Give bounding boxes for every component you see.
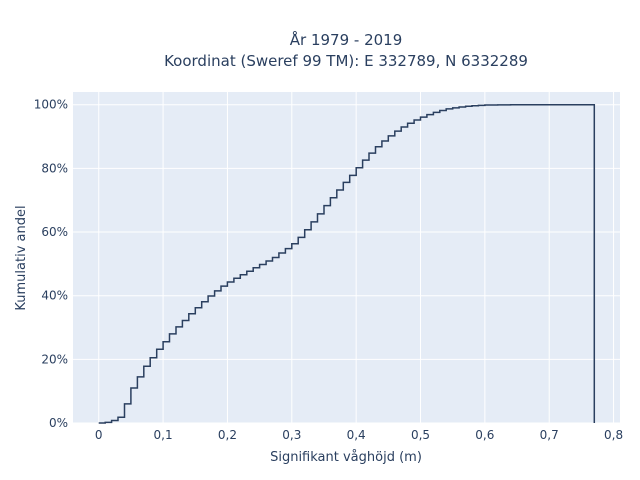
x-axis-label: Signifikant våghöjd (m)	[270, 450, 422, 465]
y-tick-label: 20%	[41, 352, 68, 366]
series-group	[98, 103, 596, 424]
y-tick-label: 60%	[41, 225, 68, 239]
x-tick-label: 0,2	[218, 428, 237, 442]
x-tick-label: 0	[95, 428, 103, 442]
x-tick-labels: 0 0,1 0,2 0,3 0,4 0,5 0,6 0,7 0,8	[95, 428, 623, 442]
x-tick-label: 0,8	[604, 428, 623, 442]
chart-subtitle: Koordinat (Sweref 99 TM): E 332789, N 63…	[164, 52, 528, 70]
cdf-step-line	[98, 103, 596, 424]
y-tick-label: 80%	[41, 161, 68, 175]
y-tick-labels: 0% 20% 40% 60% 80% 100%	[34, 98, 68, 430]
chart-title: År 1979 - 2019	[290, 30, 403, 49]
x-tick-label: 0,1	[154, 428, 173, 442]
y-tick-label: 100%	[34, 98, 68, 112]
x-tick-label: 0,7	[540, 428, 559, 442]
y-axis-label: Kumulativ andel	[14, 205, 29, 310]
x-tick-label: 0,6	[475, 428, 494, 442]
plot-area	[73, 92, 620, 423]
x-tick-label: 0,4	[347, 428, 366, 442]
grid-lines	[73, 92, 620, 424]
y-tick-label: 0%	[49, 416, 68, 430]
x-tick-label: 0,5	[411, 428, 430, 442]
x-tick-label: 0,3	[282, 428, 301, 442]
y-tick-label: 40%	[41, 289, 68, 303]
